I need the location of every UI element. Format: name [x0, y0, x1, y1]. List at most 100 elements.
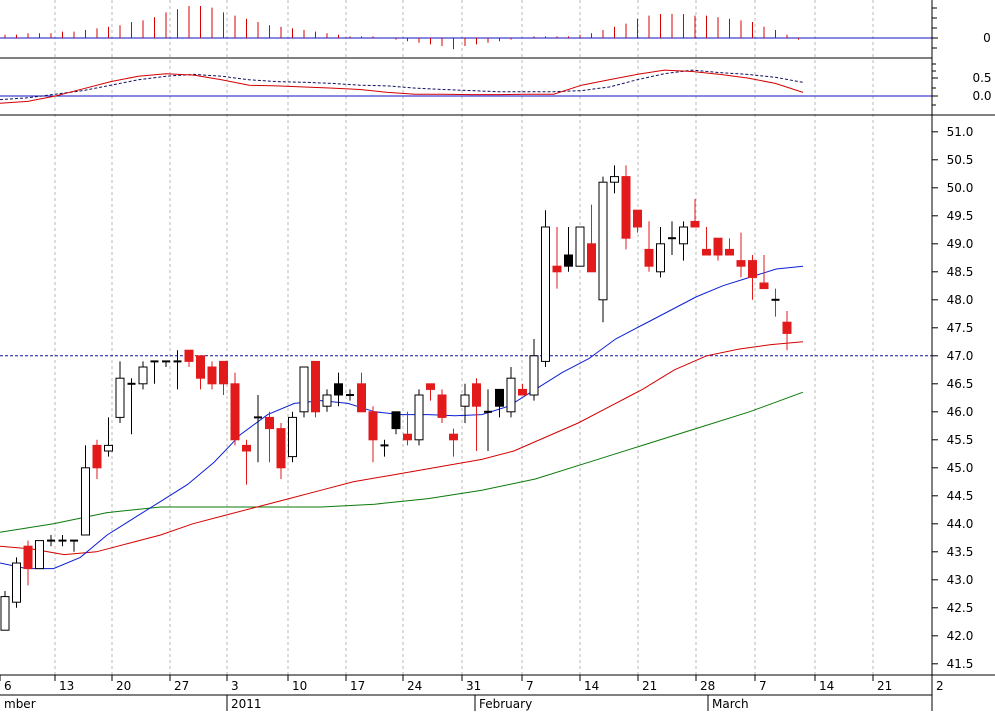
candle: [299, 366, 309, 418]
y-tick-label: 46.5: [947, 377, 974, 391]
x-tick-label: 24: [407, 679, 422, 693]
y-tick-label: 43.0: [947, 573, 974, 587]
y-tick-label: 42.0: [947, 629, 974, 643]
x-tick-label: 7: [759, 679, 767, 693]
candle: [679, 221, 688, 261]
candle-body: [138, 366, 148, 385]
x-tick-label: 17: [350, 679, 365, 693]
candle: [254, 395, 262, 463]
candle-body: [207, 366, 217, 385]
candle-body: [299, 366, 309, 413]
candle-body: [334, 383, 343, 396]
candle: [484, 389, 492, 451]
candle: [380, 439, 389, 457]
candle-body: [495, 388, 504, 407]
candle: [541, 210, 550, 367]
candle-body: [759, 282, 769, 290]
candle-body: [690, 220, 700, 228]
candle-body: [679, 226, 688, 245]
candle-body: [575, 226, 585, 267]
candle: [748, 255, 757, 300]
candle: [759, 255, 769, 290]
x-tick-label: 10: [292, 679, 307, 693]
candle: [368, 406, 378, 463]
candle-body: [81, 467, 90, 536]
y-tick-label: 44.5: [947, 489, 974, 503]
candle: [357, 372, 366, 413]
candle: [644, 221, 654, 272]
candle-body: [115, 377, 125, 418]
candle-body: [736, 260, 746, 267]
candle-body: [12, 562, 21, 603]
candle: [725, 238, 734, 256]
candle-body: [437, 394, 447, 418]
candle-body: [621, 176, 631, 239]
ma-short-line: [0, 265, 804, 570]
y-tick-label: 0.0: [972, 89, 991, 103]
candle-body: [35, 540, 44, 570]
candle: [81, 445, 90, 536]
candle-body: [311, 360, 320, 413]
candle-body: [713, 237, 723, 256]
candle: [426, 383, 435, 401]
candle-body: [552, 265, 562, 273]
candle-body: [104, 444, 113, 452]
candle: [449, 428, 458, 457]
candle: [713, 237, 723, 261]
candle-body: [322, 394, 332, 407]
candle: [47, 535, 55, 547]
candle: [391, 411, 401, 435]
candle-body: [426, 383, 435, 390]
candle: [506, 367, 516, 418]
x-tick-label: 21: [877, 679, 892, 693]
candle-body: [518, 388, 527, 396]
candle-body: [357, 383, 366, 413]
y-tick-label: 46.0: [947, 405, 974, 419]
candle-body: [288, 416, 297, 458]
x-tick-label: 21: [642, 679, 657, 693]
price-panel: [0, 165, 932, 631]
candle-body: [506, 377, 516, 413]
candle-body: [564, 254, 573, 267]
y-tick-label: 41.5: [947, 657, 974, 671]
candle: [587, 204, 596, 273]
candle-body: [656, 243, 665, 273]
candle: [322, 389, 332, 412]
candle-body: [702, 248, 711, 256]
y-tick-label: 49.0: [947, 237, 974, 251]
y-tick-label: 45.0: [947, 461, 974, 475]
candle-body: [0, 596, 10, 631]
candle: [70, 539, 78, 552]
candle-body: [23, 545, 33, 570]
candle: [529, 339, 539, 401]
candle: [288, 411, 297, 463]
x-tick-label: 14: [819, 679, 834, 693]
candle-body: [748, 260, 757, 278]
candle: [173, 350, 182, 390]
y-tick-label: 0: [983, 31, 991, 45]
candle: [633, 209, 642, 233]
x-month-label: March: [712, 697, 749, 711]
candle-body: [782, 321, 792, 334]
y-tick-label: 45.5: [947, 433, 974, 447]
y-tick-label: 42.5: [947, 601, 974, 615]
y-tick-label: 44.0: [947, 517, 974, 531]
candle: [23, 540, 33, 586]
candle: [690, 199, 700, 228]
candle-body: [414, 394, 424, 441]
candle: [115, 361, 125, 423]
candle: [184, 349, 194, 367]
candle-body: [242, 444, 251, 452]
grid-layer: [54, 0, 933, 675]
x-tick-label: 7: [526, 679, 534, 693]
candle-body: [541, 226, 550, 362]
candle-body: [644, 248, 654, 267]
y-tick-label: 50.0: [947, 181, 974, 195]
candle: [196, 355, 205, 390]
x-month-label: February: [479, 697, 532, 711]
candle-body: [472, 383, 481, 407]
x-month-label: 2011: [231, 697, 262, 711]
